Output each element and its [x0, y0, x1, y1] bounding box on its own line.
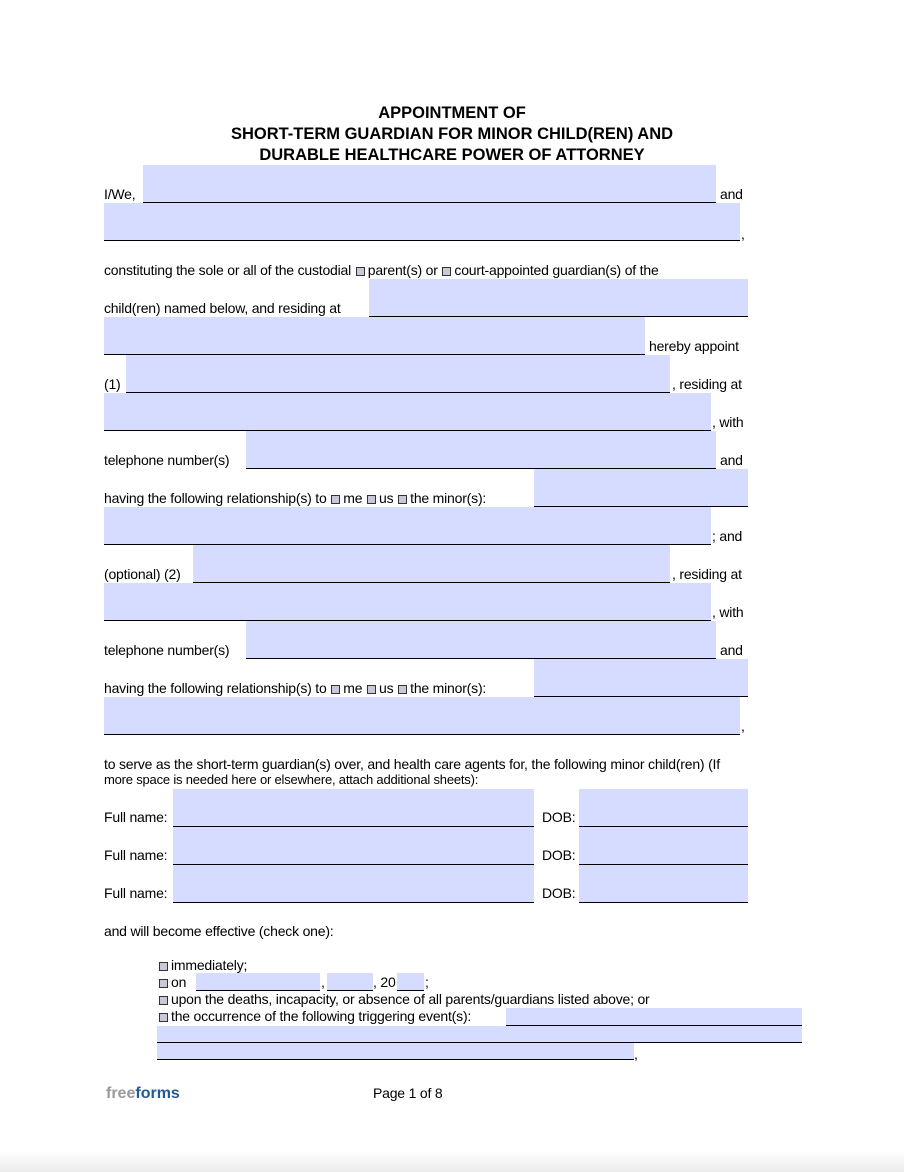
minors-checkbox-2[interactable]: [398, 685, 408, 694]
label-telephone: telephone number(s): [104, 642, 230, 658]
us-checkbox-2[interactable]: [367, 685, 377, 694]
label-hereby-appoint: hereby appoint: [649, 338, 739, 354]
label-me: me: [343, 490, 363, 506]
guardian1-name-field[interactable]: [126, 355, 670, 393]
guardian2-name-field[interactable]: [193, 545, 670, 583]
label-comma: ,: [741, 226, 745, 242]
label-us: us: [379, 490, 394, 506]
label-comma: ,: [634, 1046, 638, 1062]
label-upon: upon the deaths, incapacity, or absence …: [171, 991, 650, 1007]
guardian2-relationship-field[interactable]: [534, 659, 748, 697]
guardians-checkbox[interactable]: [442, 267, 452, 276]
day-field[interactable]: [327, 973, 373, 991]
label-children-named: child(ren) named below, and residing at: [104, 300, 341, 316]
label-full-name: Full name:: [104, 809, 168, 825]
parent-address-field[interactable]: [369, 279, 748, 317]
guardian1-relationship-field[interactable]: [534, 469, 748, 507]
label-minors: the minor(s):: [410, 490, 487, 506]
label-effective: and will become effective (check one):: [104, 923, 334, 939]
label-iwe: I/We,: [104, 186, 136, 202]
title-line-1: APPOINTMENT OF: [378, 104, 526, 122]
year-field[interactable]: [397, 973, 424, 991]
label-semi-and: ; and: [712, 528, 743, 544]
me-checkbox[interactable]: [331, 495, 341, 504]
parents-checkbox[interactable]: [355, 267, 365, 276]
option-upon: upon the deaths, incapacity, or absence …: [158, 991, 650, 1007]
label-comma: ,: [321, 974, 325, 990]
us-checkbox[interactable]: [367, 495, 377, 504]
label-optional-two: (optional) (2): [104, 566, 181, 582]
relationship-line-2: having the following relationship(s) to …: [104, 680, 486, 696]
guardian2-phone-field[interactable]: [246, 621, 716, 659]
title-line-2: SHORT-TERM GUARDIAN FOR MINOR CHILD(REN)…: [230, 125, 674, 143]
parent-names-field-2[interactable]: [104, 203, 740, 241]
guardian2-relationship-field-2[interactable]: [104, 697, 740, 735]
parent-address-field-2[interactable]: [104, 317, 645, 355]
child3-dob-field[interactable]: [579, 865, 748, 903]
trigger-checkbox[interactable]: [159, 1013, 168, 1022]
label-twenty: , 20: [373, 974, 396, 990]
label-residing-at: , residing at: [672, 376, 742, 392]
label-parents: parent(s) or: [367, 262, 438, 278]
label-dob: DOB:: [542, 847, 576, 863]
trigger-field[interactable]: [506, 1008, 802, 1026]
child2-dob-field[interactable]: [579, 827, 748, 865]
label-immediately: immediately;: [171, 957, 248, 973]
freeforms-logo: freeforms: [106, 1085, 180, 1103]
label-telephone: telephone number(s): [104, 452, 230, 468]
label-and: and: [720, 452, 743, 468]
label-constituting: constituting the sole or all of the cust…: [104, 262, 352, 278]
page-number: Page 1 of 8: [373, 1085, 443, 1101]
parent-names-field[interactable]: [143, 165, 716, 203]
label-trigger: the occurrence of the following triggeri…: [171, 1008, 472, 1024]
label-relationship: having the following relationship(s) to: [104, 490, 327, 506]
guardian1-address-field[interactable]: [104, 393, 711, 431]
label-us: us: [379, 680, 394, 696]
option-immediately: immediately;: [158, 957, 247, 973]
label-full-name: Full name:: [104, 885, 168, 901]
child3-name-field[interactable]: [173, 865, 534, 903]
label-dob: DOB:: [542, 885, 576, 901]
label-semi: ;: [425, 974, 429, 990]
label-with: , with: [712, 414, 744, 430]
label-and: and: [720, 186, 743, 202]
option-on: on: [158, 974, 186, 990]
label-relationship: having the following relationship(s) to: [104, 680, 327, 696]
custodial-line: constituting the sole or all of the cust…: [104, 262, 659, 278]
logo-free: free: [106, 1085, 136, 1102]
child1-dob-field[interactable]: [579, 789, 748, 827]
serve-line-2: more space is needed here or elsewhere, …: [104, 772, 479, 787]
month-field[interactable]: [196, 973, 320, 991]
page-bottom-edge: [0, 1150, 904, 1172]
guardian1-phone-field[interactable]: [246, 431, 716, 469]
label-comma: ,: [741, 718, 745, 734]
label-guardians: court-appointed guardian(s) of the: [454, 262, 659, 278]
label-one: (1): [104, 376, 121, 392]
logo-forms: forms: [135, 1085, 180, 1102]
immediately-checkbox[interactable]: [159, 962, 168, 971]
child1-name-field[interactable]: [173, 789, 534, 827]
trigger-field-3[interactable]: [157, 1043, 634, 1060]
label-me: me: [343, 680, 363, 696]
relationship-line: having the following relationship(s) to …: [104, 490, 486, 506]
upon-checkbox[interactable]: [159, 996, 168, 1005]
minors-checkbox[interactable]: [398, 495, 408, 504]
label-with: , with: [712, 604, 744, 620]
title-line-3: DURABLE HEALTHCARE POWER OF ATTORNEY: [259, 146, 645, 164]
label-dob: DOB:: [542, 809, 576, 825]
label-full-name: Full name:: [104, 847, 168, 863]
label-minors: the minor(s):: [410, 680, 487, 696]
label-residing-at: , residing at: [672, 566, 742, 582]
trigger-field-2[interactable]: [157, 1026, 802, 1043]
guardian2-address-field[interactable]: [104, 583, 711, 621]
option-trigger: the occurrence of the following triggeri…: [158, 1008, 471, 1024]
me-checkbox-2[interactable]: [331, 685, 341, 694]
guardian1-relationship-field-2[interactable]: [104, 507, 711, 545]
on-date-checkbox[interactable]: [159, 979, 168, 988]
label-and: and: [720, 642, 743, 658]
label-on: on: [171, 974, 187, 990]
serve-line-1: to serve as the short-term guardian(s) o…: [104, 756, 720, 772]
child2-name-field[interactable]: [173, 827, 534, 865]
